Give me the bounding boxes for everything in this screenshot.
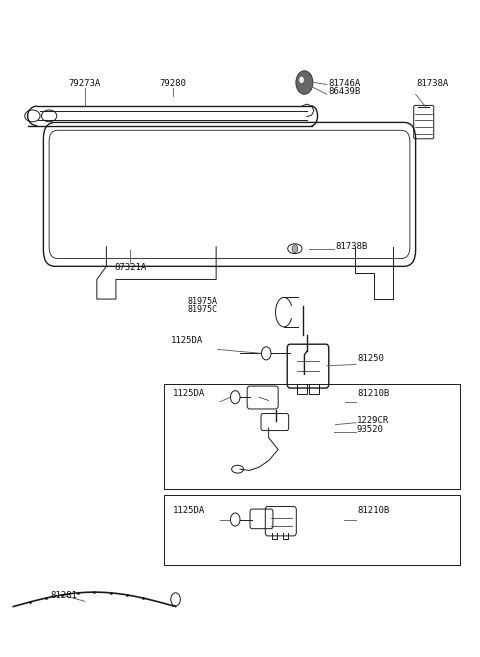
Text: 81281: 81281 bbox=[50, 591, 77, 600]
Text: 81250: 81250 bbox=[357, 353, 384, 363]
Text: 1125DA: 1125DA bbox=[173, 506, 205, 515]
Text: 87321A: 87321A bbox=[114, 263, 146, 272]
Circle shape bbox=[292, 245, 298, 252]
Text: 81746A: 81746A bbox=[328, 79, 360, 88]
Text: 1125DA: 1125DA bbox=[173, 389, 205, 398]
Text: 81975C: 81975C bbox=[188, 305, 217, 314]
Text: 93520: 93520 bbox=[357, 425, 384, 434]
Text: 79280: 79280 bbox=[160, 79, 187, 88]
Text: 81975A: 81975A bbox=[188, 297, 217, 306]
Text: 81738B: 81738B bbox=[336, 242, 368, 251]
Text: 81210B: 81210B bbox=[357, 506, 389, 515]
Bar bbox=[164, 384, 459, 489]
Text: 79273A: 79273A bbox=[69, 79, 101, 88]
Bar bbox=[164, 495, 459, 565]
Text: 1229CR: 1229CR bbox=[357, 417, 389, 425]
Text: 1125DA: 1125DA bbox=[171, 336, 203, 345]
Text: 81738A: 81738A bbox=[417, 79, 449, 88]
Text: 86439B: 86439B bbox=[328, 87, 360, 97]
Circle shape bbox=[299, 77, 304, 83]
Text: 81210B: 81210B bbox=[357, 389, 389, 398]
Circle shape bbox=[296, 71, 313, 95]
